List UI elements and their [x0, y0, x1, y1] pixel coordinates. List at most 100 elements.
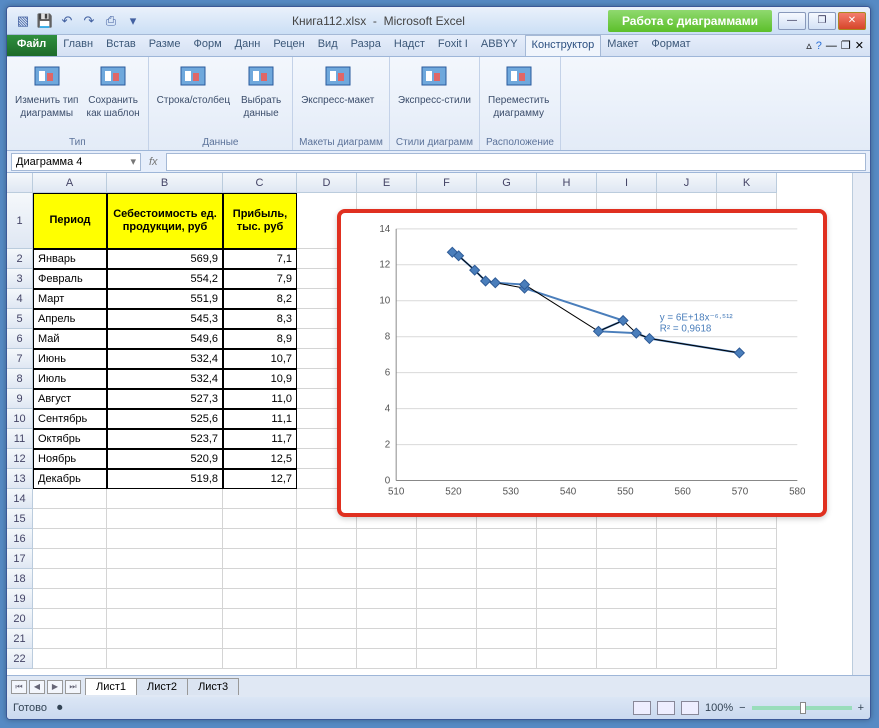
row-header-14[interactable]: 14 [7, 489, 33, 509]
cell-B22[interactable] [107, 649, 223, 669]
cell-D22[interactable] [297, 649, 357, 669]
cell-C4[interactable]: 8,2 [223, 289, 297, 309]
cell-E18[interactable] [357, 569, 417, 589]
row-header-22[interactable]: 22 [7, 649, 33, 669]
cell-I21[interactable] [597, 629, 657, 649]
cell-B6[interactable]: 549,6 [107, 329, 223, 349]
cell-I19[interactable] [597, 589, 657, 609]
row-header-19[interactable]: 19 [7, 589, 33, 609]
cell-I18[interactable] [597, 569, 657, 589]
cell-A19[interactable] [33, 589, 107, 609]
tab-Разра[interactable]: Разра [345, 35, 388, 56]
save-icon[interactable]: 💾 [35, 11, 55, 31]
cell-B16[interactable] [107, 529, 223, 549]
cell-D21[interactable] [297, 629, 357, 649]
ribbon-btn-Сохранить[interactable]: Сохранитькак шаблон [84, 59, 141, 121]
row-header-4[interactable]: 4 [7, 289, 33, 309]
row-header-21[interactable]: 21 [7, 629, 33, 649]
cell-E21[interactable] [357, 629, 417, 649]
cell-B1[interactable]: Себестоимость ед. продукции, руб [107, 193, 223, 249]
cell-A3[interactable]: Февраль [33, 269, 107, 289]
tab-ABBYY[interactable]: ABBYY [475, 35, 525, 56]
sheet-nav-prev-icon[interactable]: ◀ [29, 680, 45, 694]
cell-A20[interactable] [33, 609, 107, 629]
formula-bar[interactable] [166, 153, 866, 171]
sheet-tab-Лист3[interactable]: Лист3 [187, 678, 239, 695]
sheet-tab-Лист1[interactable]: Лист1 [85, 678, 137, 695]
cell-A7[interactable]: Июнь [33, 349, 107, 369]
cell-A2[interactable]: Январь [33, 249, 107, 269]
cell-C16[interactable] [223, 529, 297, 549]
cell-J20[interactable] [657, 609, 717, 629]
view-break-icon[interactable] [681, 701, 699, 715]
sheet-nav-next-icon[interactable]: ▶ [47, 680, 63, 694]
cell-G16[interactable] [477, 529, 537, 549]
col-header-J[interactable]: J [657, 173, 717, 193]
cell-H19[interactable] [537, 589, 597, 609]
name-box[interactable]: Диаграмма 4 ▾ [11, 153, 141, 171]
cell-B10[interactable]: 525,6 [107, 409, 223, 429]
close-button[interactable]: ✕ [838, 12, 866, 30]
cell-F17[interactable] [417, 549, 477, 569]
cell-K22[interactable] [717, 649, 777, 669]
col-header-F[interactable]: F [417, 173, 477, 193]
row-header-5[interactable]: 5 [7, 309, 33, 329]
tab-Встав[interactable]: Встав [100, 35, 143, 56]
cell-A9[interactable]: Август [33, 389, 107, 409]
cell-A11[interactable]: Октябрь [33, 429, 107, 449]
cell-A15[interactable] [33, 509, 107, 529]
cell-A16[interactable] [33, 529, 107, 549]
cell-A10[interactable]: Сентябрь [33, 409, 107, 429]
row-header-10[interactable]: 10 [7, 409, 33, 429]
row-header-2[interactable]: 2 [7, 249, 33, 269]
col-header-E[interactable]: E [357, 173, 417, 193]
cell-B17[interactable] [107, 549, 223, 569]
cell-C22[interactable] [223, 649, 297, 669]
tab-Форм[interactable]: Форм [187, 35, 228, 56]
cell-A21[interactable] [33, 629, 107, 649]
cell-C19[interactable] [223, 589, 297, 609]
tab-Надст[interactable]: Надст [388, 35, 432, 56]
cell-I20[interactable] [597, 609, 657, 629]
cell-C18[interactable] [223, 569, 297, 589]
col-header-K[interactable]: K [717, 173, 777, 193]
cell-C3[interactable]: 7,9 [223, 269, 297, 289]
cell-H18[interactable] [537, 569, 597, 589]
help-icon[interactable]: ? [816, 40, 822, 52]
ribbon-btn-Экспресс-стили[interactable]: Экспресс-стили [396, 59, 473, 108]
minimize-button[interactable]: — [778, 12, 806, 30]
cell-C7[interactable]: 10,7 [223, 349, 297, 369]
tab-Рецен[interactable]: Рецен [267, 35, 311, 56]
cell-G22[interactable] [477, 649, 537, 669]
cell-I22[interactable] [597, 649, 657, 669]
cell-B11[interactable]: 523,7 [107, 429, 223, 449]
cell-B19[interactable] [107, 589, 223, 609]
cell-C20[interactable] [223, 609, 297, 629]
cell-D20[interactable] [297, 609, 357, 629]
cell-D16[interactable] [297, 529, 357, 549]
cell-C13[interactable]: 12,7 [223, 469, 297, 489]
cell-E19[interactable] [357, 589, 417, 609]
redo-icon[interactable]: ↷ [79, 11, 99, 31]
cell-D19[interactable] [297, 589, 357, 609]
col-header-H[interactable]: H [537, 173, 597, 193]
cell-K21[interactable] [717, 629, 777, 649]
fx-icon[interactable]: fx [141, 156, 166, 168]
cell-F19[interactable] [417, 589, 477, 609]
cell-H22[interactable] [537, 649, 597, 669]
cell-E22[interactable] [357, 649, 417, 669]
cell-B7[interactable]: 532,4 [107, 349, 223, 369]
cell-E16[interactable] [357, 529, 417, 549]
cell-B18[interactable] [107, 569, 223, 589]
row-header-1[interactable]: 1 [7, 193, 33, 249]
cell-B8[interactable]: 532,4 [107, 369, 223, 389]
cell-B15[interactable] [107, 509, 223, 529]
row-header-8[interactable]: 8 [7, 369, 33, 389]
col-header-G[interactable]: G [477, 173, 537, 193]
cell-A6[interactable]: Май [33, 329, 107, 349]
cell-C17[interactable] [223, 549, 297, 569]
maximize-button[interactable]: ❐ [808, 12, 836, 30]
minimize-ribbon-icon[interactable]: ▵ [806, 39, 812, 52]
cell-C6[interactable]: 8,9 [223, 329, 297, 349]
cell-D18[interactable] [297, 569, 357, 589]
